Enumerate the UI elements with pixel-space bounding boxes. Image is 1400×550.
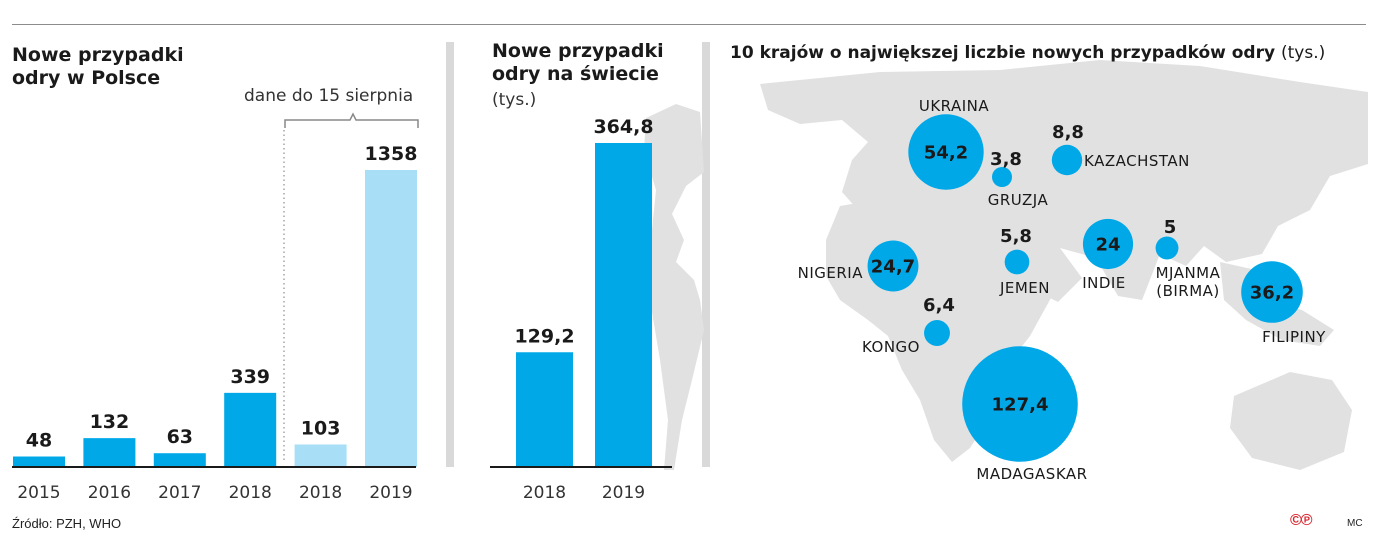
panel-separator — [446, 42, 454, 467]
poland-note: dane do 15 sierpnia — [244, 86, 414, 106]
poland-bar-value: 103 — [301, 417, 341, 439]
bubble-value: 6,4 — [923, 295, 955, 316]
bubble-value: 24 — [1095, 235, 1120, 256]
country-name: KONGO — [862, 338, 920, 356]
country-name: MADAGASKAR — [976, 465, 1087, 483]
poland-bar-value: 48 — [26, 430, 52, 452]
poland-bar-value: 63 — [167, 426, 193, 448]
country-name: NIGERIA — [798, 264, 864, 282]
poland-bar-value: 1358 — [365, 143, 418, 165]
world-year-tick: 2018 — [523, 483, 566, 503]
poland-bar — [153, 453, 206, 467]
poland-year-tick: 2018 — [229, 483, 272, 503]
poland-bar-chart: 48 2015 132 2016 63 2017 339 2018 103 2018 1358 201… — [12, 112, 419, 503]
bubble-value: 36,2 — [1250, 283, 1294, 304]
country-name: MJANMA — [1156, 264, 1221, 282]
poland-year-tick: 2015 — [17, 483, 60, 503]
author-initials: MC — [1347, 518, 1363, 529]
poland-bar — [13, 456, 65, 467]
top-rule — [12, 24, 1366, 25]
country-name: KAZACHSTAN — [1084, 152, 1190, 170]
publisher-logo: ©℗ — [1290, 512, 1313, 529]
bubble-value: 8,8 — [1052, 122, 1084, 143]
poland-title: Nowe przypadki odry w Polsce — [12, 44, 184, 89]
country-bubble — [1004, 249, 1030, 275]
bubble-value: 3,8 — [990, 149, 1022, 170]
poland-bar — [294, 444, 347, 467]
map-eurasia — [760, 60, 1368, 300]
poland-bar-value: 339 — [230, 366, 270, 388]
world-bar-value: 364,8 — [593, 116, 653, 138]
bubble-value: 5 — [1164, 217, 1177, 238]
country-bubble — [1082, 218, 1134, 270]
countries-title: 10 krajów o największej liczbie nowych p… — [730, 43, 1326, 63]
source-note: Źródło: PZH, WHO — [12, 516, 122, 531]
poland-year-tick: 2016 — [88, 483, 131, 503]
poland-bar-value: 132 — [90, 411, 130, 433]
world-title: Nowe przypadki odry na świecie — [492, 40, 664, 85]
world-bar — [516, 352, 573, 467]
poland-bar — [365, 170, 417, 467]
poland-bar — [224, 392, 277, 467]
country-bubble — [1241, 261, 1303, 323]
map-americas — [640, 104, 704, 470]
country-bubble — [1051, 144, 1083, 176]
world-unit: (tys.) — [492, 90, 537, 110]
country-bubble — [867, 240, 919, 292]
world-bar-value: 129,2 — [514, 325, 574, 347]
bubble-value: 127,4 — [992, 395, 1049, 416]
poland-year-tick: 2017 — [158, 483, 201, 503]
world-bar — [595, 143, 652, 467]
bubble-value: 54,2 — [924, 143, 968, 164]
country-bubble — [908, 114, 984, 190]
poland-bar — [83, 438, 136, 467]
world-bar-chart: 129,2 2018 364,8 2019 — [490, 116, 672, 503]
poland-year-tick: 2019 — [369, 483, 412, 503]
world-year-tick: 2019 — [602, 483, 645, 503]
map-australia — [1230, 372, 1352, 470]
country-bubble — [992, 167, 1012, 187]
country-name: GRUZJA — [988, 191, 1049, 209]
country-bubble — [1155, 236, 1179, 260]
country-name-line2: (BIRMA) — [1156, 282, 1220, 300]
bubble-value: 5,8 — [1000, 226, 1032, 247]
country-name: FILIPINY — [1262, 328, 1326, 346]
poland-year-tick: 2018 — [299, 483, 342, 503]
country-name: UKRAINA — [919, 97, 990, 115]
country-name: INDIE — [1082, 274, 1126, 292]
bubble-value: 24,7 — [871, 257, 915, 278]
panel-separator — [702, 42, 710, 467]
country-bubble — [962, 346, 1078, 462]
countries-unit: (tys.) — [1280, 43, 1326, 63]
country-bubble — [924, 320, 950, 346]
country-name: JEMEN — [999, 279, 1050, 297]
note-bracket — [284, 112, 419, 128]
